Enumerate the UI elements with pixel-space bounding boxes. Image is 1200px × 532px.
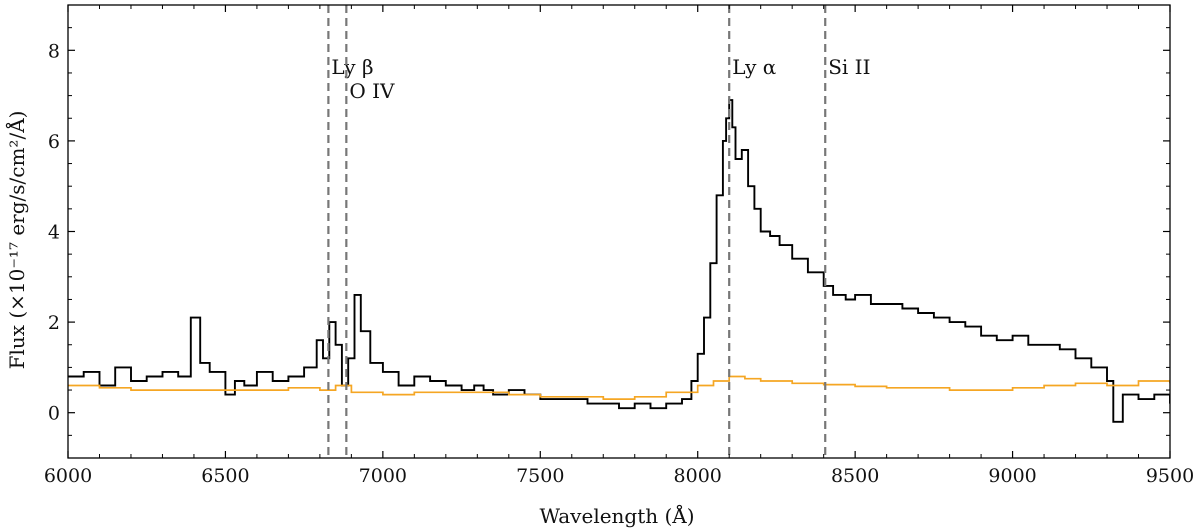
y-axis-title: Flux (×10⁻¹⁷ erg/s/cm²/Å) [4, 111, 29, 370]
x-tick-label: 8500 [831, 465, 879, 487]
reference-line-label: O IV [349, 79, 395, 103]
x-tick-label: 9000 [988, 465, 1036, 487]
y-tick-label: 6 [48, 131, 60, 153]
x-tick-label: 7500 [516, 465, 564, 487]
flux-spectrum-line [68, 99, 1170, 423]
reference-line-label: Ly α [732, 55, 776, 79]
x-tick-label: 6500 [201, 465, 249, 487]
reference-line-label: Ly β [331, 55, 373, 79]
x-tick-label: 7000 [359, 465, 407, 487]
y-tick-label: 2 [48, 312, 60, 334]
x-tick-label: 9500 [1146, 465, 1194, 487]
plot-area: Ly βO IV Ly α Si II [68, 5, 1170, 458]
x-tick-label: 8000 [674, 465, 722, 487]
y-tick-label: 8 [48, 40, 60, 62]
x-axis-title: Wavelength (Å) [539, 503, 694, 528]
series-group [68, 99, 1170, 423]
y-tick-label: 4 [48, 222, 60, 244]
reference-line-label: Si II [828, 55, 870, 79]
axes: 6000 6500 7000 7500 8000 8500 9000 9500 0 2 4 6 8 [44, 4, 1194, 487]
y-tick-label: 0 [48, 403, 60, 425]
error-spectrum-line [68, 375, 1170, 400]
x-tick-label: 6000 [44, 465, 92, 487]
